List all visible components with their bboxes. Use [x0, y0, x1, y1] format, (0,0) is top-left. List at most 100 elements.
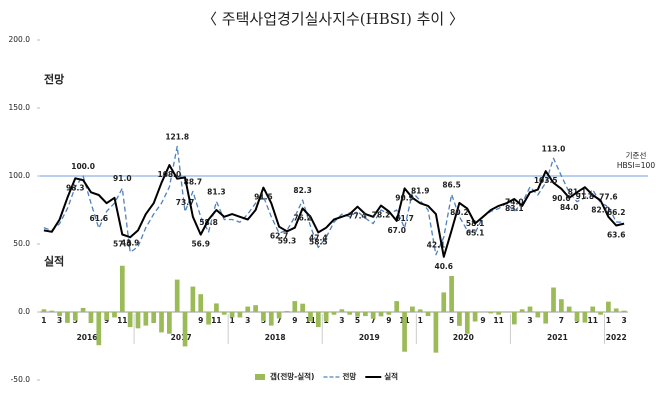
x-tick-label: 11 — [493, 316, 503, 325]
year-label: 2017 — [171, 333, 192, 342]
data-label: 56.9 — [191, 240, 210, 249]
bar — [308, 312, 313, 322]
bar — [182, 312, 188, 347]
x-tick-label: 7 — [559, 316, 564, 325]
legend-label: 실적 — [384, 371, 398, 381]
bar — [49, 310, 55, 312]
annotation: 전망 — [44, 72, 64, 86]
x-tick-label: 9 — [292, 316, 297, 325]
reference-label: 기준선 — [626, 151, 647, 160]
data-label: 91.5 — [254, 193, 273, 202]
bar — [245, 306, 251, 312]
bar — [292, 301, 298, 312]
x-tick-label: 1 — [418, 316, 423, 325]
bar — [300, 303, 305, 312]
bar — [543, 312, 549, 324]
year-label: 2018 — [265, 333, 286, 342]
data-label: 58.8 — [199, 218, 218, 227]
year-label: 2020 — [453, 333, 474, 342]
year-label: 2019 — [359, 333, 380, 342]
data-label: 108.0 — [157, 170, 181, 179]
data-label: 57.0 — [113, 239, 132, 248]
bar — [433, 312, 439, 353]
data-label: 62.7 — [270, 232, 289, 241]
bar — [559, 299, 564, 312]
bar — [112, 312, 117, 318]
y-tick-label: 150.0 — [9, 103, 31, 112]
data-label: 67.0 — [387, 226, 406, 235]
bar — [276, 312, 282, 319]
line — [43, 145, 625, 256]
data-label: 61.6 — [90, 214, 109, 223]
bar — [143, 312, 149, 326]
bar — [402, 312, 407, 352]
bar — [598, 312, 603, 315]
data-label: 43.9 — [121, 238, 140, 247]
bar — [511, 312, 517, 325]
bar — [386, 312, 392, 315]
bar — [410, 306, 415, 312]
data-label: 113.0 — [542, 144, 566, 153]
bar — [198, 294, 204, 312]
bar — [221, 312, 227, 315]
data-label: 86.5 — [442, 180, 461, 189]
x-tick-label: 11 — [588, 316, 598, 325]
y-tick-label: -50.0 — [11, 375, 31, 384]
x-tick-label: 3 — [339, 316, 344, 325]
data-label: 58.5 — [309, 237, 328, 246]
year-label: 2022 — [606, 333, 627, 342]
data-label: 61.7 — [395, 214, 414, 223]
data-label: 81.9 — [411, 187, 430, 196]
bar — [214, 303, 219, 312]
x-tick-label: 5 — [449, 316, 454, 325]
bar — [174, 279, 180, 312]
bar — [190, 286, 196, 312]
data-label: 91.8 — [576, 192, 595, 201]
bar — [464, 312, 470, 334]
bar — [96, 312, 102, 346]
data-label: 80.2 — [450, 208, 469, 217]
chart-title: 〈 주택사업경기실사지수(HBSI) 추이 〉 — [202, 10, 464, 28]
legend-label: 갭(전망-실적) — [270, 371, 314, 381]
bar — [88, 312, 94, 323]
legend-label: 전망 — [342, 371, 356, 381]
bar — [347, 312, 353, 315]
bar — [57, 312, 62, 317]
line — [43, 164, 625, 258]
bar — [496, 312, 501, 315]
x-tick-label: 3 — [245, 316, 250, 325]
bar — [315, 312, 321, 328]
data-label: 65.1 — [466, 228, 485, 237]
bar — [378, 312, 384, 317]
bar — [167, 312, 172, 334]
data-label: 77.4 — [348, 212, 367, 221]
data-label: 59.3 — [278, 236, 297, 245]
data-label: 40.6 — [435, 262, 454, 271]
data-label: 81.3 — [207, 187, 226, 196]
data-label: 121.8 — [165, 132, 189, 141]
bar — [323, 312, 329, 322]
bar — [394, 301, 400, 312]
bar — [519, 309, 525, 312]
data-label: 100.0 — [71, 162, 95, 171]
bar — [284, 311, 290, 312]
data-label: 84.0 — [560, 203, 579, 212]
data-label: 103.5 — [534, 176, 558, 185]
bar — [613, 308, 619, 312]
bar — [606, 301, 611, 312]
bar — [621, 310, 627, 312]
y-tick-label: 50.0 — [13, 239, 30, 248]
y-tick-label: 0.0 — [18, 307, 30, 316]
data-label: 63.6 — [607, 231, 626, 240]
bar — [127, 312, 133, 328]
y-tick-label: 200.0 — [9, 35, 31, 44]
x-tick-label: 1 — [41, 316, 46, 325]
bar — [339, 309, 345, 312]
x-tick-label: 9 — [104, 316, 109, 325]
bar — [237, 312, 243, 318]
data-label: 74.0 — [505, 197, 524, 206]
data-label: 78.2 — [372, 211, 391, 220]
x-tick-label: 1 — [229, 316, 234, 325]
bar — [590, 306, 596, 312]
